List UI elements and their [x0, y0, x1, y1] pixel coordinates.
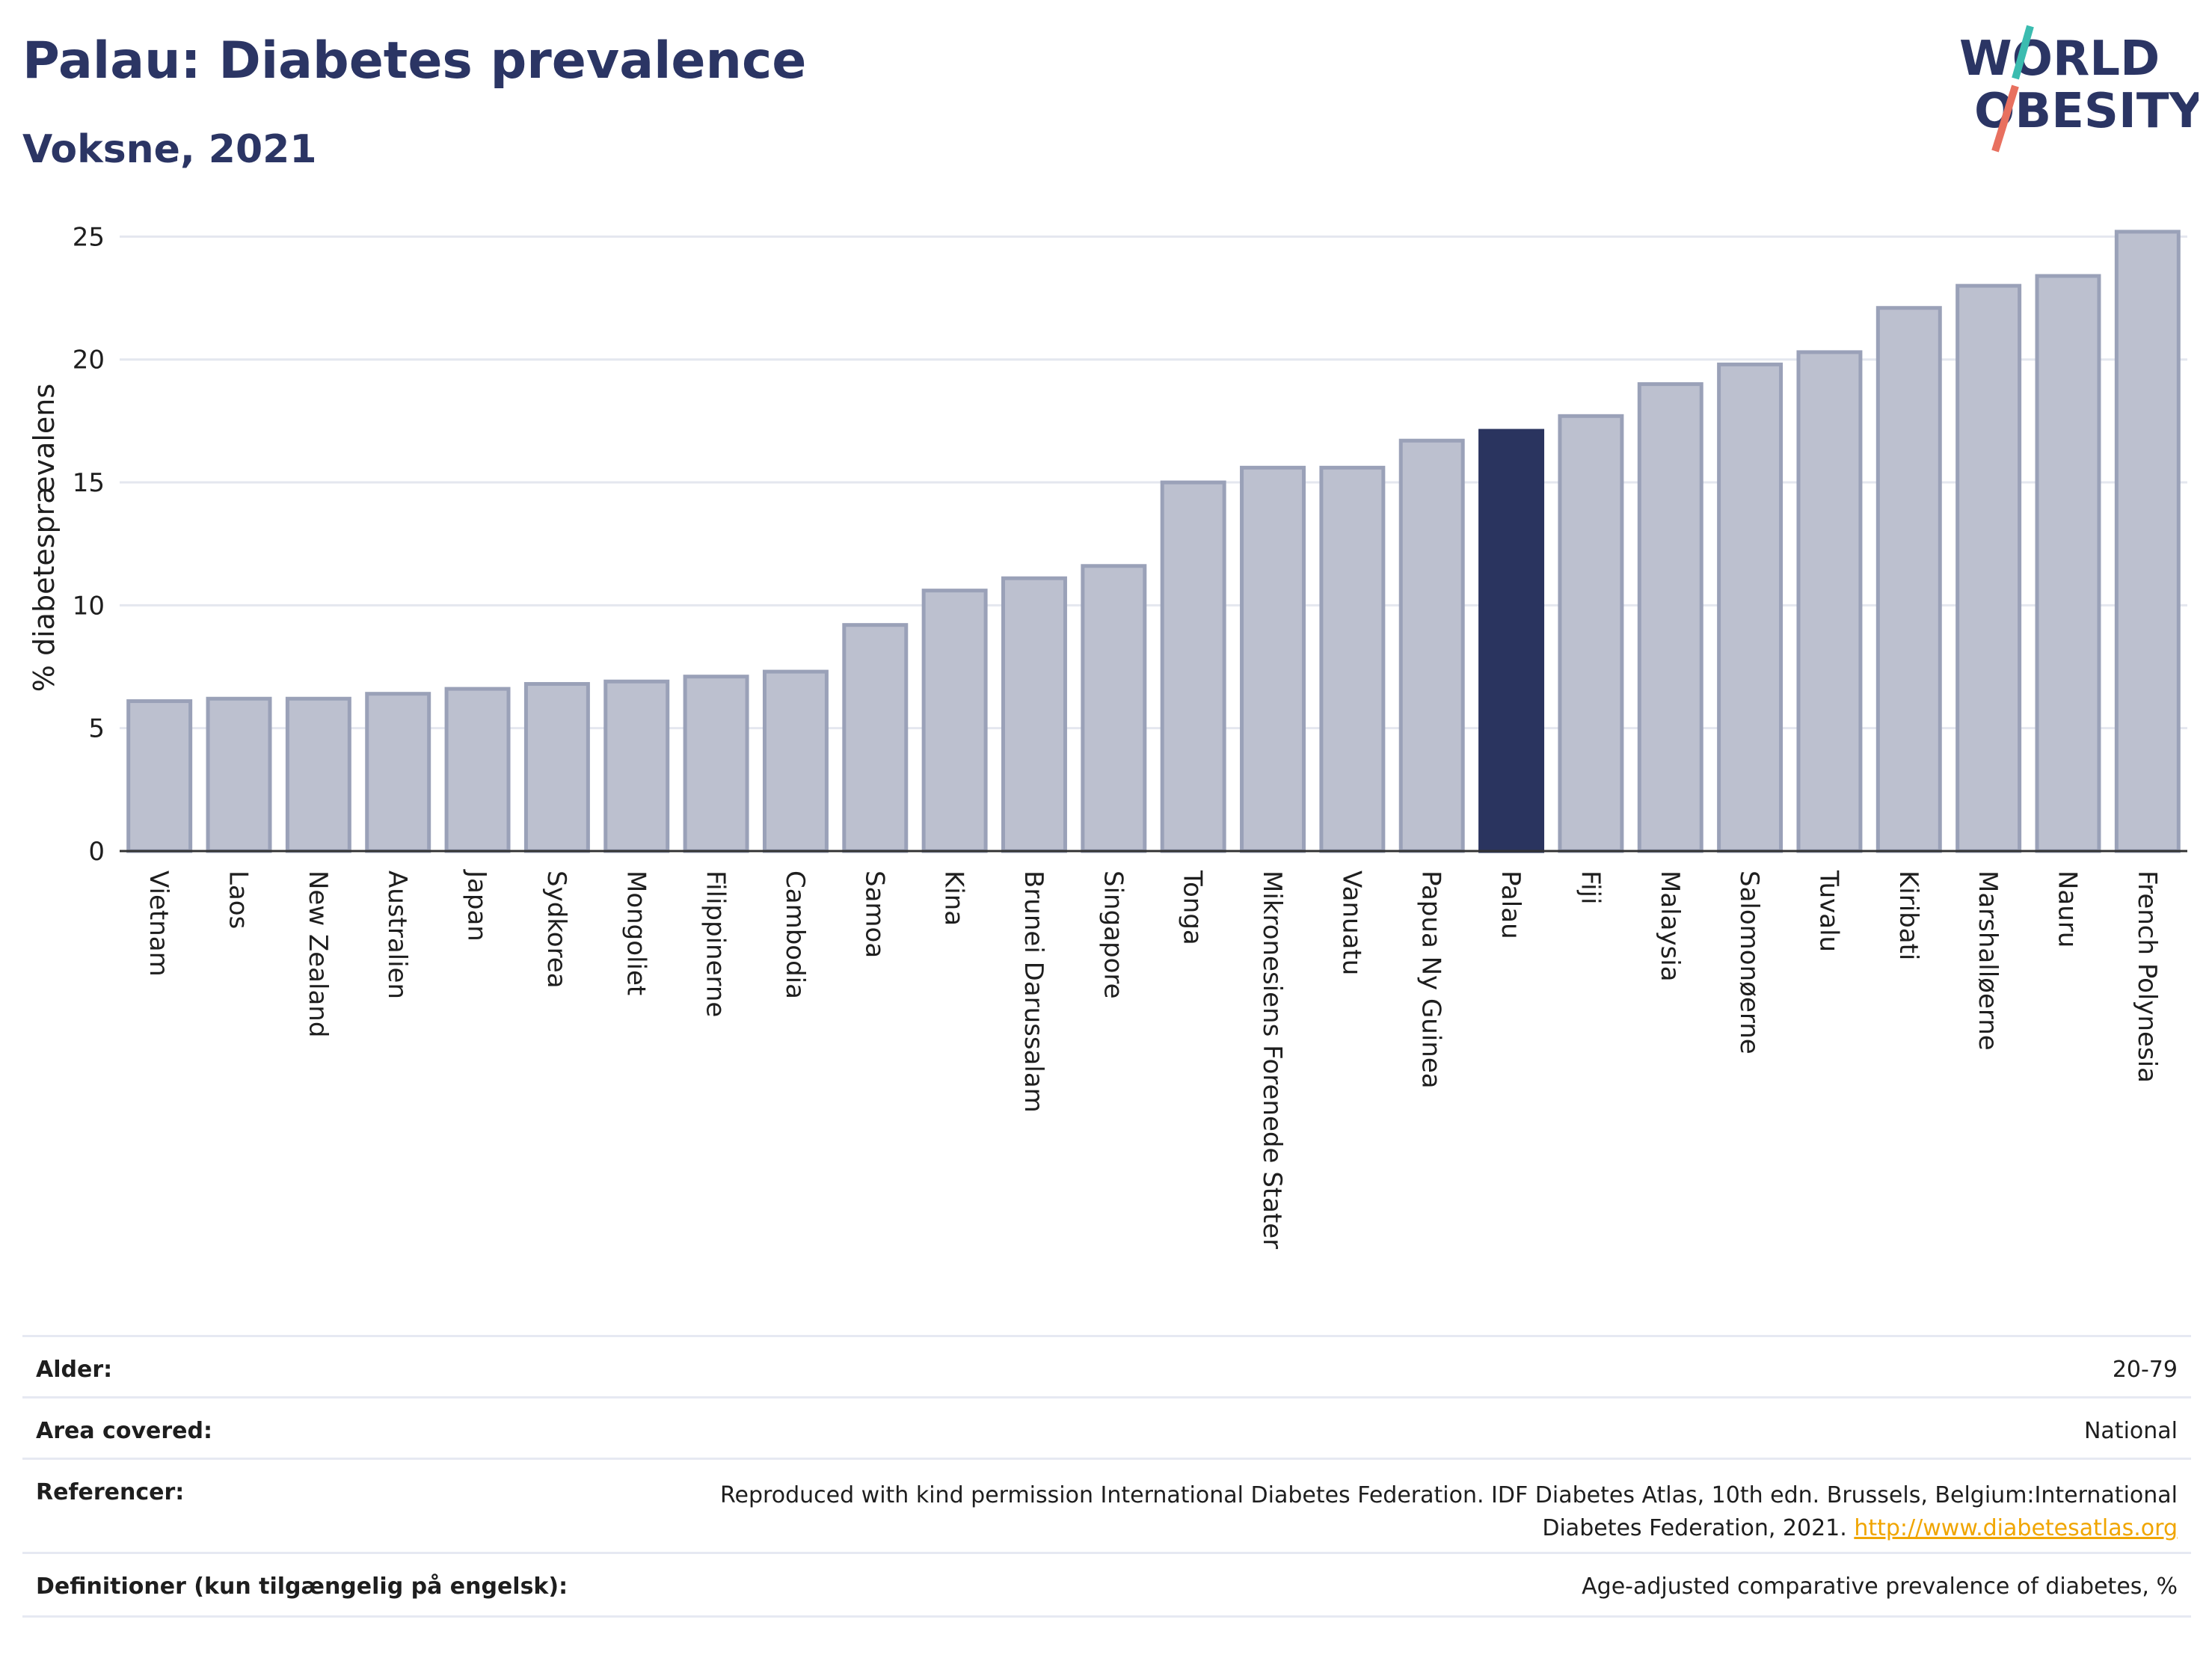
chart-subtitle: Voksne, 2021 [22, 127, 317, 172]
footer-row-references: Referencer: Reproduced with kind permiss… [22, 1458, 2191, 1554]
chart-title: Palau: Diabetes prevalence [22, 31, 807, 90]
bar-cambodia [762, 669, 829, 853]
bar-papua-ny-guinea [1398, 438, 1465, 853]
bar-japan [444, 687, 511, 853]
x-tick-label: Marshalløerne [1973, 871, 2003, 1051]
x-tick-label: Singapore [1098, 871, 1128, 999]
x-tick-label: Laos [224, 871, 254, 929]
bar-mikronesiens-forenede-stater [1240, 465, 1306, 853]
bar-tonga [1160, 480, 1226, 853]
bar-chart: 0 5 10 15 20 25 % diabetesprævalens Vietnam Laos… [28, 222, 2187, 1249]
reference-line2-text: Diabetes Federation, 2021. [1542, 1515, 1847, 1541]
footer-table: Alder: 20-79 Area covered: National Refe… [22, 1335, 2191, 1619]
y-tick-label: 0 [88, 837, 105, 867]
x-tick-label: Malaysia [1655, 871, 1685, 982]
footer-label-area: Area covered: [36, 1418, 212, 1444]
bar-palau [1478, 429, 1545, 853]
bar-kina [921, 589, 988, 853]
footer-row-area: Area covered: National [22, 1396, 2191, 1460]
footer-value-references: Reproduced with kind permission Internat… [720, 1479, 2178, 1545]
y-tick-label: 10 [73, 591, 105, 621]
bar-vietnam [126, 699, 193, 853]
x-tick-label: Brunei Darussalam [1019, 871, 1048, 1113]
world-obesity-logo: WORLD OBESITY [1959, 25, 2199, 153]
x-tick-label: Filippinerne [701, 871, 731, 1017]
x-tick-label: Palau [1496, 871, 1526, 939]
y-tick-label: 20 [73, 346, 105, 375]
bar-mongoliet [603, 679, 670, 853]
x-tick-label: Japan [462, 869, 492, 942]
footer-value-area: National [2083, 1418, 2178, 1444]
x-tick-label: Tuvalu [1813, 870, 1843, 952]
x-tick-label: Kiribati [1893, 871, 1923, 960]
bar-tuvalu [1796, 350, 1863, 853]
bar-singapore [1081, 564, 1147, 853]
logo-slash-red [1991, 85, 2019, 153]
x-tick-label: Mikronesiens Forenede Stater [1257, 871, 1287, 1249]
bar-kiribati [1875, 306, 1942, 853]
bar-marshalløerne [1956, 283, 2022, 853]
logo-line1: WORLD [1959, 31, 2160, 87]
bar-salomonøerne [1717, 362, 1784, 853]
y-axis-label: % diabetesprævalens [28, 384, 61, 692]
footer-row-age: Alder: 20-79 [22, 1335, 2191, 1398]
y-tick-label: 15 [73, 468, 105, 498]
footer-value-definitions: Age-adjusted comparative prevalence of d… [1582, 1573, 2178, 1600]
footer-row-definitions: Definitioner (kun tilgængelig på engelsk… [22, 1552, 2191, 1618]
reference-line1: Reproduced with kind permission Internat… [720, 1482, 2178, 1508]
x-tick-label: Kina [939, 871, 969, 926]
bar-brunei-darussalam [1001, 576, 1067, 853]
x-tick-label: Papua Ny Guinea [1416, 871, 1446, 1089]
bar-fiji [1558, 414, 1624, 853]
reference-line2: Diabetes Federation, 2021. http://www.di… [720, 1512, 2178, 1545]
bar-vanuatu [1319, 465, 1386, 853]
bar-new-zealand [285, 696, 351, 853]
bar-laos [206, 696, 272, 853]
bar-malaysia [1637, 382, 1703, 853]
footer-label-age: Alder: [36, 1357, 113, 1383]
bar-french-polynesia [2114, 230, 2181, 853]
logo-slash-teal [2012, 25, 2034, 80]
y-tick-label: 5 [88, 714, 105, 744]
bar-samoa [842, 623, 909, 853]
x-tick-label: Salomonøerne [1734, 871, 1764, 1054]
x-tick-label: Australien [382, 871, 412, 999]
footer-label-definitions: Definitioner (kun tilgængelig på engelsk… [36, 1573, 568, 1600]
x-tick-label: Nauru [2052, 871, 2082, 948]
x-tick-label: Cambodia [780, 871, 810, 999]
bar-filippinerne [683, 675, 749, 853]
x-tick-label: Vanuatu [1336, 871, 1366, 975]
x-tick-label: Samoa [859, 871, 889, 958]
y-tick-label: 25 [73, 222, 105, 252]
x-tick-label: Sydkorea [541, 871, 571, 989]
footer-label-references: Referencer: [36, 1479, 185, 1505]
x-tick-label: New Zealand [303, 871, 333, 1037]
x-tick-label: Mongoliet [621, 871, 651, 995]
bar-sydkorea [523, 682, 590, 853]
diabetesatlas-link[interactable]: http://www.diabetesatlas.org [1854, 1515, 2178, 1541]
x-tick-label: Tonga [1178, 870, 1208, 945]
x-tick-label: French Polynesia [2132, 871, 2162, 1083]
bar-australien [365, 692, 431, 853]
x-tick-label: Vietnam [144, 871, 173, 977]
x-tick-label: Fiji [1575, 871, 1605, 904]
bar-nauru [2035, 274, 2101, 853]
footer-value-age: 20-79 [2112, 1357, 2178, 1383]
